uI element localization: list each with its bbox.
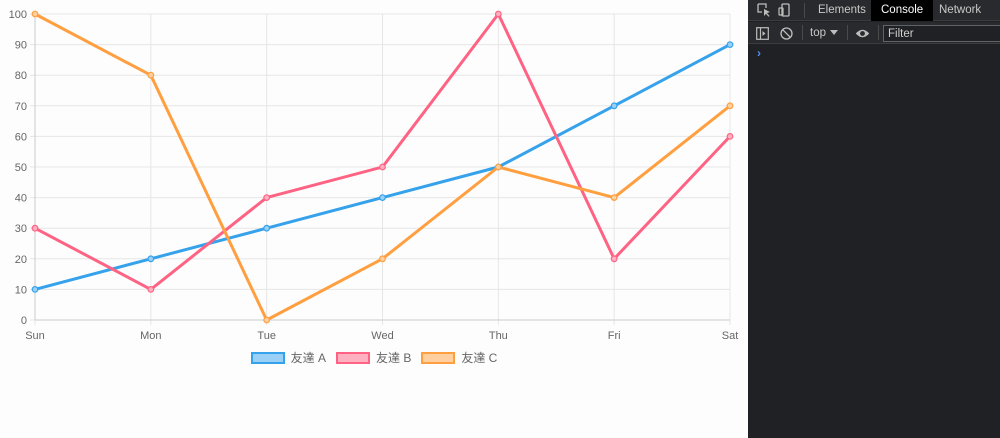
chart-area: 0 10 20 30 40 50 60 70 80 90 100 Sun Mon Tue Wed Thu Fr… [0,9,748,366]
filter-input[interactable] [883,25,1000,42]
x-tick-label: Wed [371,330,393,342]
data-point[interactable] [31,286,39,293]
data-point[interactable] [726,132,734,140]
y-tick-label: 20 [15,254,27,266]
data-point[interactable] [379,194,386,202]
y-tick-label: 50 [15,162,27,174]
y-tick-label: 80 [15,70,27,82]
legend-swatch [250,351,285,364]
legend: 友達 A 友達 B 友達 C [0,349,748,366]
tabbar-divider [804,3,805,18]
x-tick-label: Fri [608,330,621,342]
console-toolbar: top [748,22,1000,44]
x-tick-label: Sat [722,330,739,342]
data-point[interactable] [379,255,386,263]
y-tick-label: 40 [15,193,27,205]
legend-swatch [421,351,456,364]
toolbar-divider-3 [878,25,879,40]
chevron-down-icon [830,27,838,39]
data-point[interactable] [147,71,155,79]
legend-label: 友達 C [461,351,498,365]
tab-console[interactable]: Console [871,0,934,21]
axes [34,14,730,321]
y-tick-label: 0 [21,315,27,327]
clear-console-icon[interactable] [778,25,794,41]
data-point[interactable] [726,102,734,110]
live-expression-icon[interactable] [854,25,870,41]
x-tick-label: Thu [489,330,508,342]
toolbar-divider [802,25,803,40]
data-point[interactable] [263,194,271,202]
inspect-element-icon[interactable] [756,2,772,18]
data-point[interactable] [610,255,618,263]
devtools-tabbar: Elements Console Network [748,0,1000,21]
legend-label: 友達 B [375,351,412,365]
y-tick-label: 60 [15,131,27,143]
data-point[interactable] [263,224,271,232]
series-group [31,10,734,324]
data-point[interactable] [494,10,502,18]
y-tick-label: 10 [15,284,27,296]
x-tick-label: Mon [140,330,161,342]
device-toolbar-icon[interactable] [777,2,793,18]
console-output[interactable]: › [748,45,1000,438]
toolbar-divider-2 [847,25,848,40]
series-0 [31,41,734,293]
console-prompt: › [757,46,761,60]
y-tick-labels: 0 10 20 30 40 50 60 70 80 90 100 [9,9,27,327]
data-point[interactable] [494,163,502,171]
data-point[interactable] [726,41,734,48]
y-tick-label: 100 [9,9,27,21]
context-select-value: top [810,27,826,39]
x-tick-labels: Sun Mon Tue Wed Thu Fri Sat [25,330,738,342]
devtools-panel: Elements Console Network top [748,0,1000,438]
x-tick-label: Tue [257,330,276,342]
y-tick-label: 30 [15,223,27,235]
line-chart: 0 10 20 30 40 50 60 70 80 90 100 Sun Mon Tue Wed Thu Fr… [9,9,739,342]
series-2 [31,10,734,324]
legend-item[interactable]: 友達 A [250,349,326,366]
tab-elements[interactable]: Elements [818,4,866,16]
data-point[interactable] [263,316,271,324]
series-1 [31,10,734,293]
legend-label: 友達 A [290,351,326,365]
data-point[interactable] [147,286,155,293]
legend-swatch [335,351,370,364]
context-select[interactable]: top [810,25,838,41]
legend-item[interactable]: 友達 B [335,349,412,366]
data-point[interactable] [610,102,618,110]
x-tick-label: Sun [25,330,45,342]
legend-item[interactable]: 友達 C [421,349,497,366]
data-point[interactable] [31,10,39,18]
tab-network[interactable]: Network [939,4,982,16]
data-point[interactable] [379,163,386,171]
data-point[interactable] [610,194,618,202]
y-tick-label: 90 [15,40,27,52]
console-sidebar-icon[interactable] [754,25,770,41]
data-point[interactable] [31,224,39,232]
data-point[interactable] [147,255,155,263]
y-tick-label: 70 [15,101,27,113]
